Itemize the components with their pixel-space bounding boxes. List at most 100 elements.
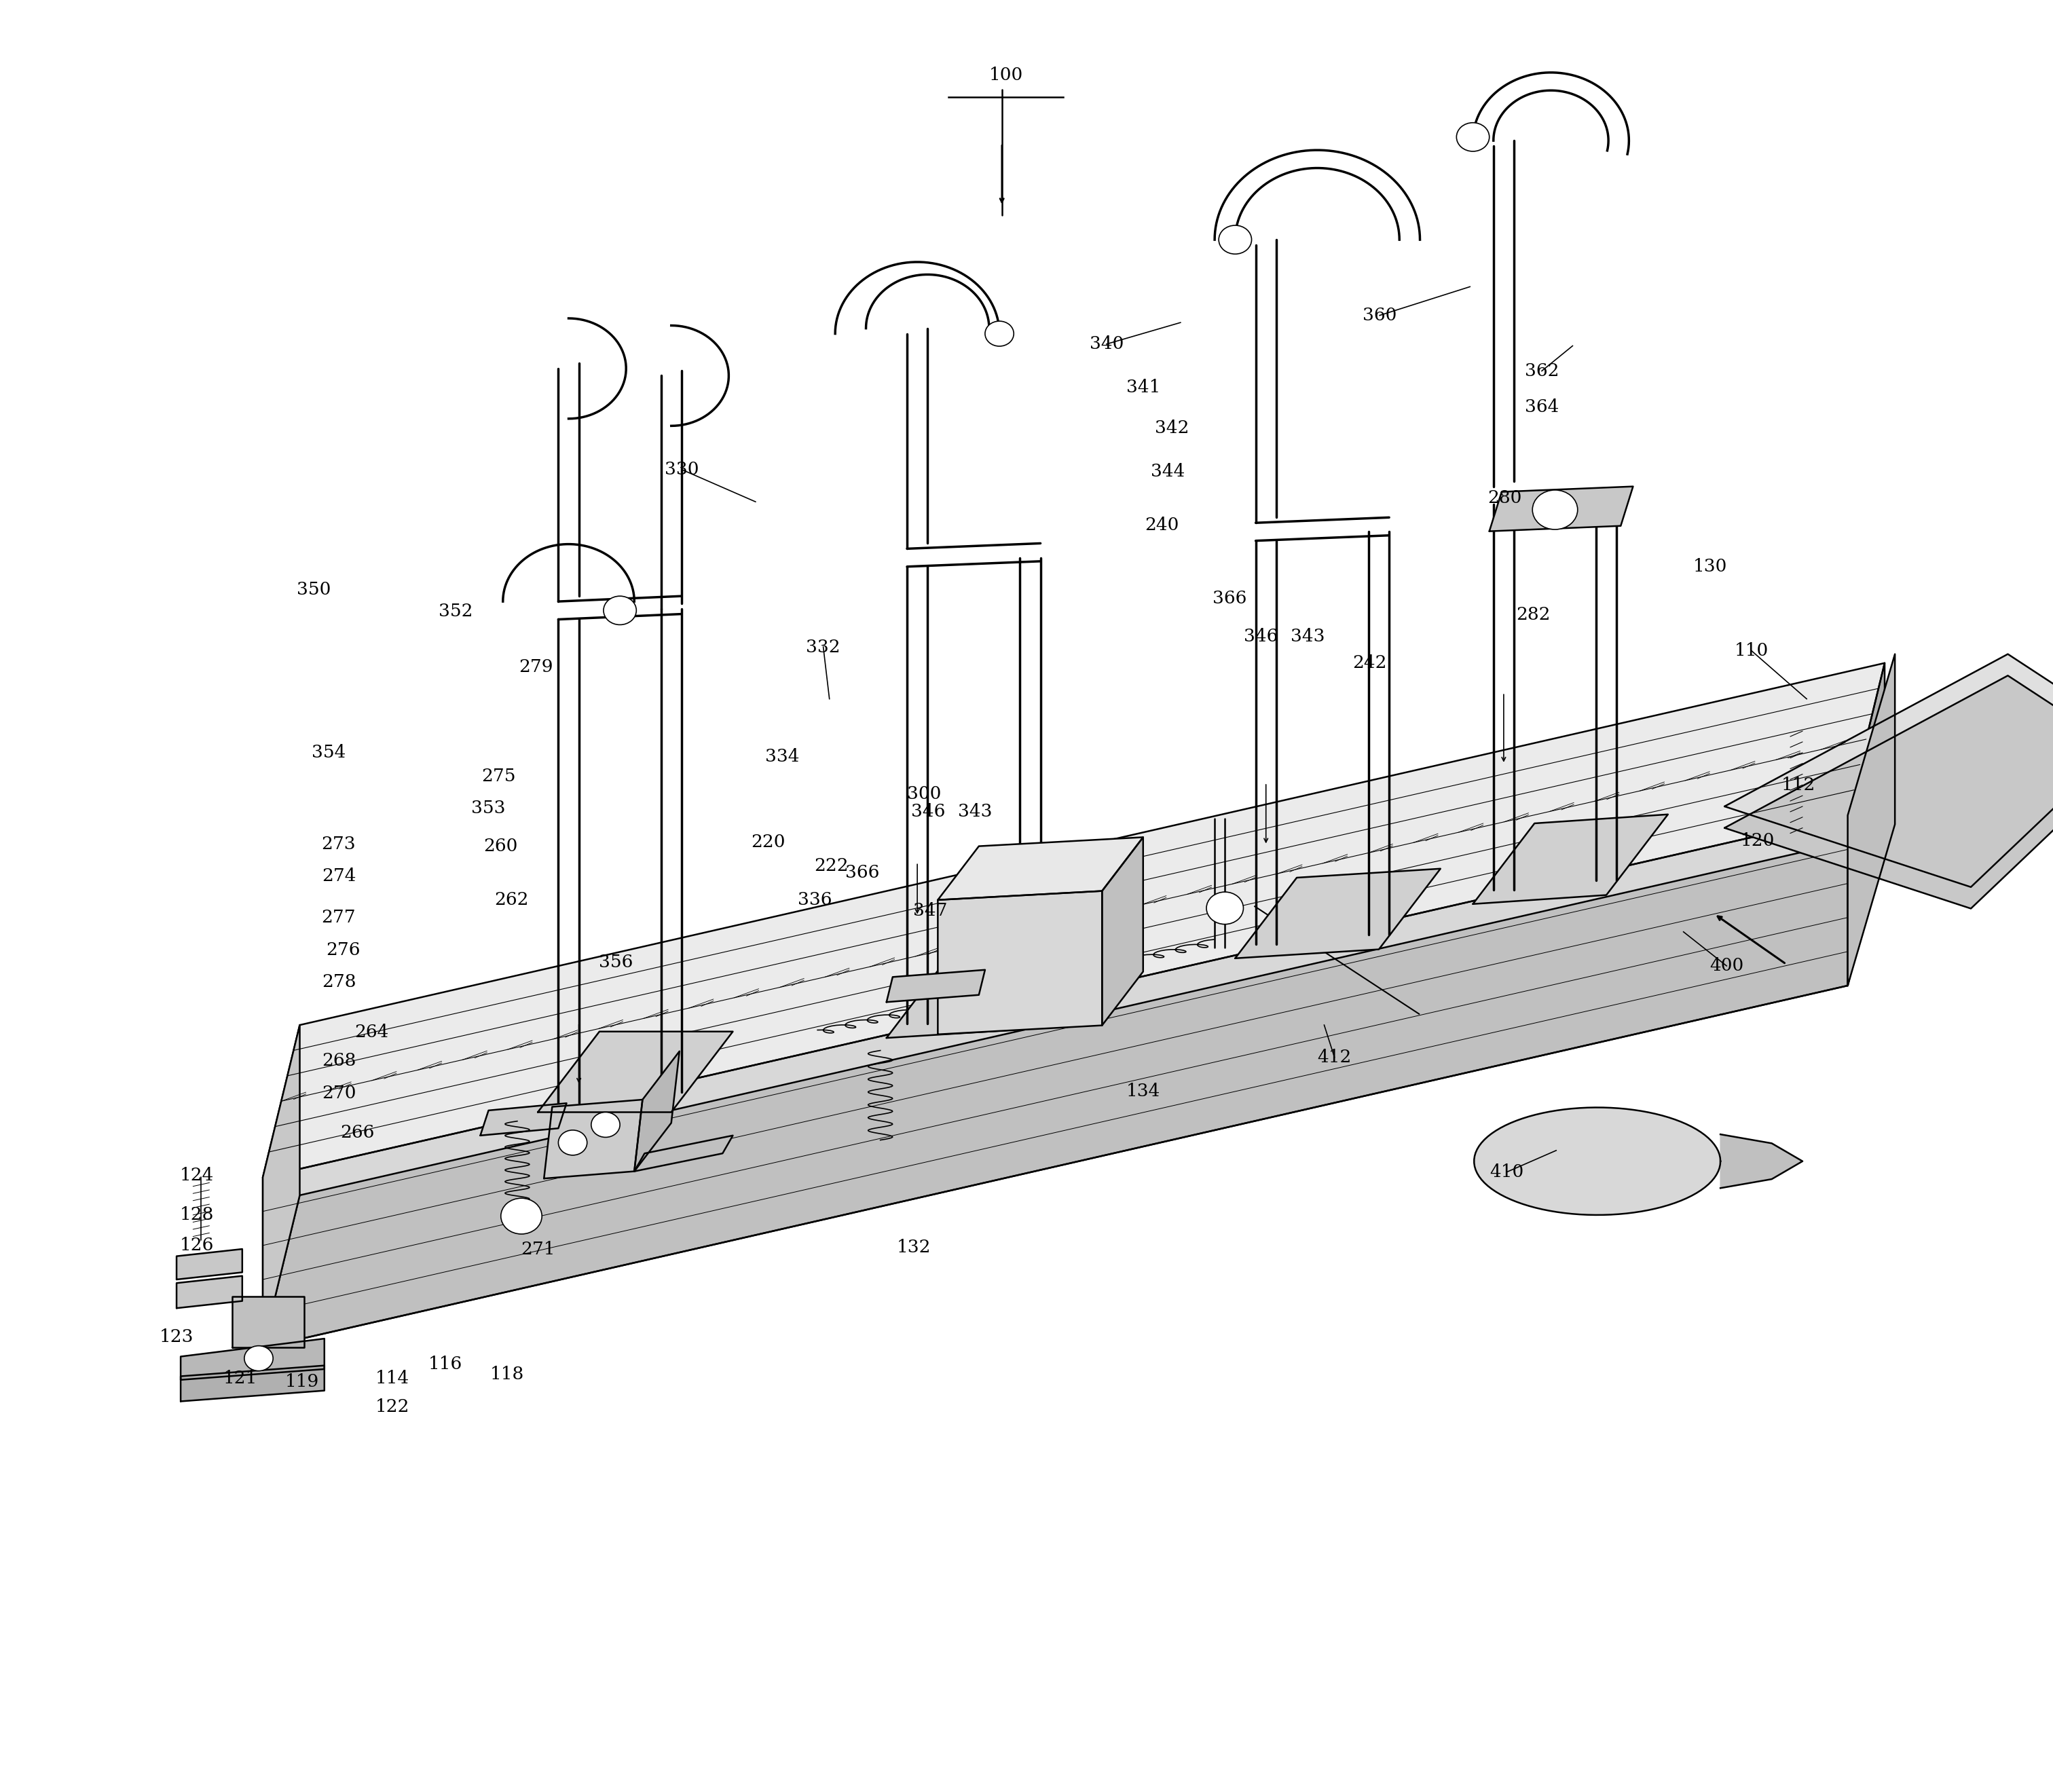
Text: 126: 126 [181, 1236, 214, 1254]
Text: 300: 300 [907, 785, 940, 803]
Text: 330: 330 [665, 461, 698, 478]
Text: 130: 130 [1694, 557, 1727, 575]
Polygon shape [1848, 663, 1885, 986]
Polygon shape [1725, 654, 2053, 887]
Text: 340: 340 [1090, 335, 1123, 353]
Polygon shape [480, 1104, 567, 1136]
Circle shape [985, 321, 1014, 346]
Text: 274: 274 [322, 867, 355, 885]
Text: 279: 279 [519, 658, 552, 676]
Text: 122: 122 [376, 1398, 409, 1416]
Text: 360: 360 [1363, 306, 1396, 324]
Text: 124: 124 [181, 1167, 214, 1185]
Text: 116: 116 [429, 1355, 462, 1373]
Text: 220: 220 [751, 833, 784, 851]
Circle shape [558, 1131, 587, 1156]
Circle shape [1456, 122, 1488, 151]
Polygon shape [181, 1366, 324, 1401]
Text: 410: 410 [1490, 1163, 1523, 1181]
Circle shape [1219, 226, 1252, 254]
Text: 264: 264 [355, 1023, 388, 1041]
Polygon shape [177, 1276, 242, 1308]
Text: 100: 100 [990, 66, 1022, 84]
Text: 222: 222 [815, 857, 848, 874]
Polygon shape [1488, 486, 1632, 530]
Text: 362: 362 [1525, 362, 1558, 380]
Polygon shape [938, 837, 1144, 900]
Polygon shape [544, 1100, 643, 1179]
Polygon shape [887, 948, 1092, 1038]
Text: 110: 110 [1735, 642, 1768, 659]
Text: 118: 118 [491, 1366, 524, 1383]
Polygon shape [177, 1249, 242, 1279]
Polygon shape [1102, 837, 1144, 1025]
Text: 262: 262 [495, 891, 528, 909]
Text: 353: 353 [472, 799, 505, 817]
Circle shape [244, 1346, 273, 1371]
Text: 242: 242 [1353, 654, 1386, 672]
Polygon shape [887, 969, 985, 1002]
Text: 282: 282 [1517, 606, 1550, 624]
Circle shape [1532, 489, 1577, 529]
Text: 364: 364 [1525, 398, 1558, 416]
Polygon shape [1720, 1134, 1803, 1188]
Text: 134: 134 [1127, 1082, 1160, 1100]
Polygon shape [263, 833, 1885, 1348]
Polygon shape [1236, 869, 1441, 959]
Polygon shape [263, 815, 1848, 1348]
Polygon shape [634, 1052, 680, 1172]
Text: 341: 341 [1127, 378, 1160, 396]
Polygon shape [1725, 676, 2053, 909]
Text: 280: 280 [1488, 489, 1521, 507]
Polygon shape [1472, 814, 1667, 903]
Text: 128: 128 [181, 1206, 214, 1224]
Text: 400: 400 [1710, 957, 1743, 975]
Text: 350: 350 [298, 581, 331, 599]
Text: 332: 332 [807, 638, 840, 656]
Text: 278: 278 [322, 973, 355, 991]
Text: 270: 270 [322, 1084, 355, 1102]
Text: 266: 266 [341, 1124, 374, 1142]
Polygon shape [634, 1136, 733, 1172]
Text: 356: 356 [599, 953, 632, 971]
Text: 275: 275 [482, 767, 515, 785]
Text: 260: 260 [485, 837, 517, 855]
Text: 240: 240 [1146, 516, 1178, 534]
Text: 271: 271 [521, 1240, 554, 1258]
Polygon shape [263, 663, 1885, 1177]
Text: 343: 343 [959, 803, 992, 821]
Text: 112: 112 [1782, 776, 1815, 794]
Text: 123: 123 [160, 1328, 193, 1346]
Text: 121: 121 [224, 1369, 257, 1387]
Text: 346: 346 [912, 803, 944, 821]
Text: 336: 336 [799, 891, 831, 909]
Text: 273: 273 [322, 835, 355, 853]
Polygon shape [1474, 1107, 1720, 1215]
Text: 412: 412 [1318, 1048, 1351, 1066]
Polygon shape [938, 891, 1102, 1034]
Polygon shape [538, 1032, 733, 1113]
Circle shape [501, 1199, 542, 1235]
Text: 366: 366 [846, 864, 879, 882]
Polygon shape [1848, 654, 1895, 986]
Text: 277: 277 [322, 909, 355, 926]
Polygon shape [181, 1339, 324, 1380]
Circle shape [1207, 892, 1244, 925]
Circle shape [591, 1113, 620, 1138]
Polygon shape [263, 1025, 300, 1348]
Text: 352: 352 [439, 602, 472, 620]
Text: 119: 119 [285, 1373, 318, 1391]
Text: 366: 366 [1213, 590, 1246, 607]
Text: 268: 268 [322, 1052, 355, 1070]
Text: 276: 276 [326, 941, 359, 959]
Text: 344: 344 [1152, 462, 1185, 480]
Polygon shape [232, 1297, 304, 1348]
Text: 342: 342 [1156, 419, 1189, 437]
Circle shape [604, 597, 636, 625]
Text: 346: 346 [1244, 627, 1277, 645]
Text: 347: 347 [914, 901, 946, 919]
Text: 114: 114 [376, 1369, 409, 1387]
Text: 120: 120 [1741, 831, 1774, 849]
Text: 334: 334 [766, 747, 799, 765]
Text: 132: 132 [897, 1238, 930, 1256]
